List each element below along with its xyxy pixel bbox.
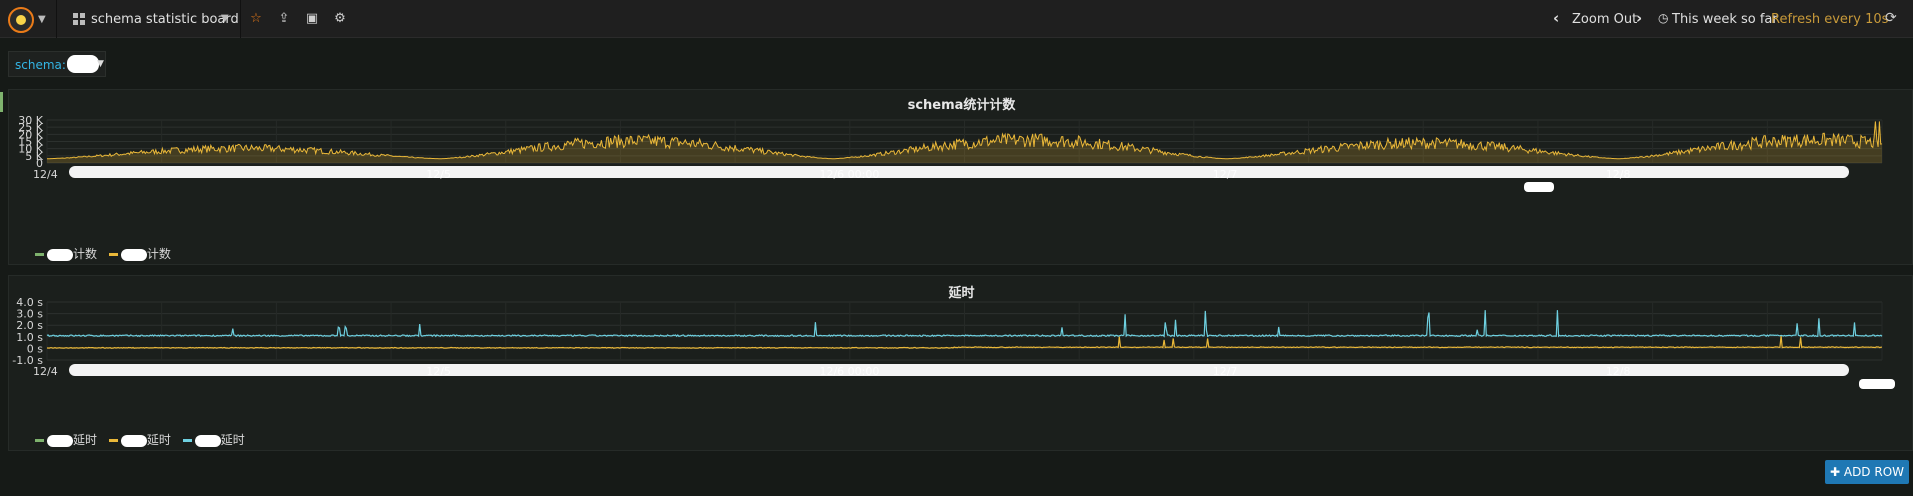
refresh-icon[interactable]: ⟳ [1885, 10, 1897, 26]
legend-item[interactable]: 计数 [35, 245, 97, 262]
legend-label: 计数 [73, 247, 98, 261]
top-navbar: ▼ schema statistic board ▼ ☆ ⇪ ▣ ⚙ ‹ Zoo… [0, 0, 1913, 38]
x-tick-label: 12/4 [33, 168, 58, 181]
y-tick-label: 20 K [18, 128, 43, 141]
panel-title[interactable]: 延时 [948, 286, 975, 301]
x-tick-label: 12/4 [33, 365, 58, 378]
legend-item[interactable]: 延时 [35, 431, 97, 448]
schema-variable-value[interactable] [67, 55, 99, 73]
y-tick-label: 2.0 s [16, 319, 43, 332]
series-line [47, 335, 1882, 349]
chevron-right-icon[interactable]: › [1636, 9, 1643, 27]
series-area [47, 121, 1882, 163]
settings-gear-icon[interactable]: ⚙ [334, 11, 346, 26]
legend-label: 延时 [73, 433, 98, 447]
zoom-out-button[interactable]: Zoom Out [1572, 12, 1638, 27]
divider [240, 0, 241, 38]
legend-label: 计数 [146, 247, 171, 261]
time-range-picker[interactable]: This week so far [1672, 12, 1778, 27]
star-icon[interactable]: ☆ [250, 11, 262, 26]
chevron-left-icon[interactable]: ‹ [1553, 9, 1560, 27]
add-row-button[interactable]: ✚ ADD ROW [1825, 460, 1909, 484]
y-tick-label: 1.0 s [16, 331, 43, 344]
schema-count-panel: schema统计计数 30 K25 K20 K15 K10 K5 K012/41… [8, 89, 1913, 265]
y-tick-label: -1.0 s [12, 354, 43, 367]
caret-down-icon[interactable]: ▼ [38, 14, 46, 25]
legend-item[interactable]: 计数 [108, 245, 171, 262]
caret-down-icon[interactable]: ▼ [221, 13, 229, 24]
y-tick-label: 30 K [18, 114, 43, 127]
caret-down-icon[interactable]: ▼ [97, 59, 104, 69]
row-collapse-handle[interactable] [0, 92, 3, 112]
latency-chart: 4.0 s3.0 s2.0 s1.0 s0 s-1.0 s12/412/512/… [12, 296, 1895, 389]
redaction-mask [69, 364, 1849, 376]
schema-variable-label: schema: [15, 58, 66, 72]
y-tick-label: 3.0 s [16, 308, 43, 321]
schema-variable-picker[interactable]: schema: ▼ [8, 51, 106, 77]
legend-label: 延时 [220, 433, 245, 447]
panel-title[interactable]: schema统计计数 [907, 98, 1016, 113]
series-line [46, 310, 1883, 338]
y-tick-label: 0 s [27, 342, 43, 355]
series-line [47, 121, 1883, 160]
clock-icon: ◷ [1658, 11, 1669, 25]
legend-item[interactable]: 延时 [182, 431, 245, 448]
add-row-label: ADD ROW [1843, 465, 1905, 479]
legend: 延时 延时 延时 [35, 431, 253, 448]
y-tick-label: 10 K [18, 143, 43, 156]
redaction-mask [69, 166, 1849, 178]
redaction-mask [1524, 182, 1554, 192]
y-tick-label: 0 [36, 157, 43, 170]
save-icon[interactable]: ▣ [305, 11, 319, 26]
legend-label: 延时 [146, 433, 171, 447]
dashboard-grid-icon [73, 13, 85, 25]
y-tick-label: 15 K [18, 136, 43, 149]
divider [56, 0, 57, 38]
latency-panel: 延时 4.0 s3.0 s2.0 s1.0 s0 s-1.0 s12/412/5… [8, 275, 1913, 451]
legend-item[interactable]: 延时 [108, 431, 171, 448]
legend: 计数 计数 [35, 245, 179, 262]
y-tick-label: 25 K [18, 121, 43, 134]
redaction-mask [1859, 379, 1895, 389]
grafana-logo-icon[interactable] [8, 7, 34, 33]
y-tick-label: 4.0 s [16, 296, 43, 309]
share-icon[interactable]: ⇪ [278, 11, 290, 26]
y-tick-label: 5 K [25, 150, 43, 163]
refresh-interval[interactable]: Refresh every 10s [1771, 12, 1889, 27]
dashboard-title[interactable]: schema statistic board [91, 12, 239, 27]
